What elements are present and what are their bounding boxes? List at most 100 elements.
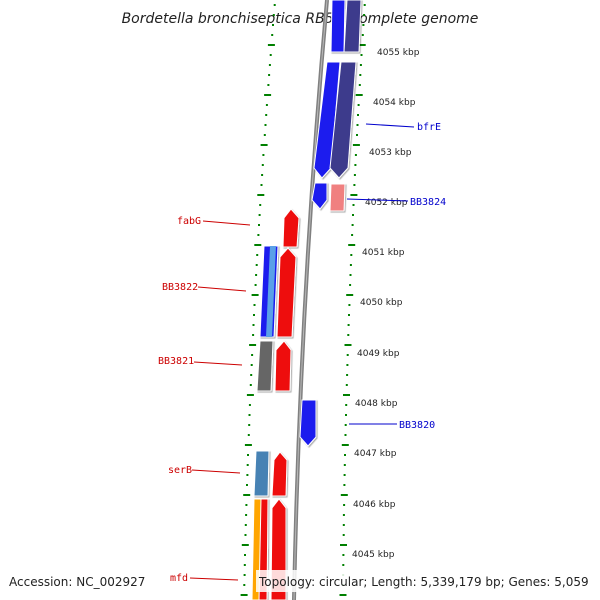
- tick-mark: [243, 584, 246, 586]
- tick-mark: [248, 424, 251, 426]
- tick-mark: [245, 504, 248, 506]
- tick-mark: [349, 264, 352, 266]
- tick-mark: [268, 74, 271, 76]
- gene-arrow-BB3820[interactable]: [299, 399, 317, 447]
- tick-mark: [343, 484, 346, 486]
- scale-label: 4052 kbp: [365, 198, 408, 208]
- tick-mark: [244, 554, 246, 556]
- leader-line: [365, 123, 415, 128]
- tick-mark: [246, 484, 248, 486]
- gene-label-fabG[interactable]: fabG: [177, 216, 201, 227]
- gene-arrow[interactable]: [330, 0, 346, 53]
- gene-labels: bfrE BB3824 fabG BB3822 BB3821 BB3820 se…: [158, 122, 446, 584]
- gene-label-serB[interactable]: serB: [168, 465, 192, 476]
- gene-label-BB3821[interactable]: BB3821: [158, 356, 194, 367]
- tick-mark: [360, 54, 363, 56]
- tick-mark: [272, 14, 275, 16]
- tick-mark: [253, 314, 255, 316]
- gene-arrow-BB3822-inner[interactable]: [266, 246, 276, 337]
- footer-summary-bg: [256, 570, 596, 592]
- leader-line: [346, 198, 409, 202]
- tick-mark: [342, 554, 345, 556]
- tick-mark: [346, 294, 354, 296]
- tick-mark: [347, 324, 350, 326]
- tick-mark: [268, 64, 271, 66]
- tick-mark: [342, 534, 345, 536]
- tick-mark: [247, 434, 250, 436]
- gene-arrow-BB3824-left[interactable]: [311, 182, 328, 210]
- tick-mark: [349, 274, 352, 276]
- tick-mark: [246, 464, 249, 466]
- tick-mark: [272, 24, 274, 26]
- backbone-highlight: [293, 0, 328, 600]
- tick-mark: [257, 234, 260, 236]
- gene-arrow[interactable]: [343, 0, 362, 53]
- tick-mark: [352, 204, 355, 206]
- tick-mark: [244, 444, 252, 446]
- scale-label: 4045 kbp: [352, 550, 395, 560]
- leader-line: [191, 469, 241, 474]
- tick-mark: [350, 194, 358, 196]
- tick-mark: [358, 84, 361, 86]
- tick-mark: [258, 224, 260, 226]
- tick-mark: [253, 304, 256, 306]
- gene-arrow-BB3822[interactable]: [276, 247, 297, 338]
- tick-mark: [252, 324, 255, 326]
- tick-mark: [245, 514, 248, 516]
- tick-mark: [355, 94, 363, 96]
- tick-mark: [260, 144, 268, 146]
- tick-mark: [343, 474, 346, 476]
- gene-arrow-bfrE[interactable]: [329, 61, 357, 179]
- gene-arrow-fabG[interactable]: [282, 208, 300, 248]
- gene-arrow-bfrE-left[interactable]: [313, 61, 341, 179]
- tick-mark: [349, 284, 352, 286]
- footer-summary: Topology: circular; Length: 5,339,179 bp…: [258, 575, 589, 589]
- scale-label: 4053 kbp: [369, 148, 412, 158]
- tick-mark: [350, 254, 353, 256]
- tick-mark: [358, 44, 366, 46]
- gene-arrow-BB3821-left[interactable]: [256, 340, 274, 392]
- gene-label-BB3824[interactable]: BB3824: [410, 197, 446, 208]
- tick-mark: [352, 214, 354, 216]
- map-title: Bordetella bronchiseptica RB50, complete…: [122, 11, 479, 27]
- tick-mark: [243, 564, 246, 566]
- tick-mark: [254, 244, 262, 246]
- tick-mark: [254, 284, 257, 286]
- tick-mark: [256, 254, 259, 256]
- tick-mark: [351, 234, 354, 236]
- tick-mark: [267, 44, 275, 46]
- tick-mark: [250, 374, 253, 376]
- tick-mark: [361, 34, 364, 36]
- tick-mark: [248, 414, 251, 416]
- tick-mark: [344, 454, 346, 456]
- tick-mark: [342, 514, 345, 516]
- tick-mark: [353, 184, 356, 186]
- tick-mark: [342, 564, 345, 566]
- gene-label-bfrE[interactable]: bfrE: [417, 122, 441, 133]
- tick-mark: [343, 394, 350, 396]
- tick-mark: [346, 374, 349, 376]
- leader-line: [189, 577, 239, 581]
- tick-mark: [264, 124, 267, 126]
- gene-arrow-serB-left[interactable]: [253, 450, 270, 497]
- gene-label-BB3822[interactable]: BB3822: [162, 282, 198, 293]
- tick-mark: [258, 214, 261, 216]
- gene-arrow-BB3824[interactable]: [329, 183, 346, 212]
- tick-mark: [259, 204, 262, 206]
- forward-strand-genes: [251, 208, 300, 600]
- tick-mark: [354, 154, 357, 156]
- scale-label: 4049 kbp: [357, 349, 400, 359]
- scale-label: 4048 kbp: [355, 399, 398, 409]
- tick-mark: [265, 114, 268, 116]
- tick-mark: [339, 594, 347, 596]
- tick-mark: [248, 404, 251, 406]
- tick-mark: [348, 244, 356, 246]
- gene-label-mfd[interactable]: mfd: [170, 573, 188, 584]
- gene-arrow-serB[interactable]: [271, 451, 288, 497]
- tick-mark: [344, 434, 347, 436]
- tick-mark: [255, 264, 258, 266]
- gene-arrow-BB3821[interactable]: [274, 340, 292, 392]
- tick-mark: [345, 404, 348, 406]
- gene-label-BB3820[interactable]: BB3820: [399, 420, 435, 431]
